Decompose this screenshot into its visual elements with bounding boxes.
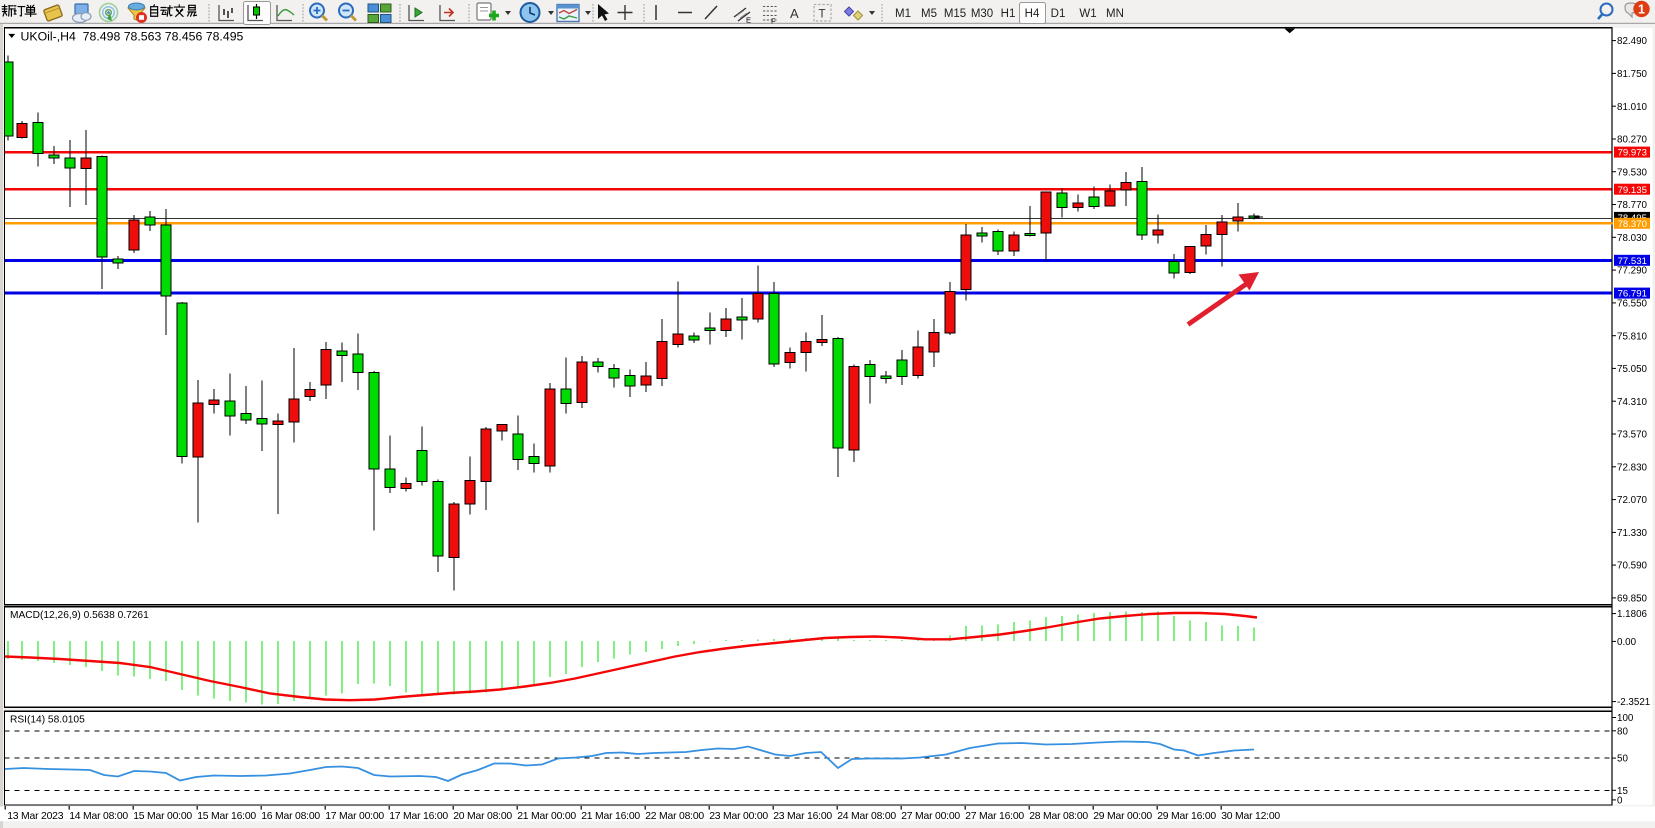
svg-text:A: A — [790, 6, 799, 21]
svg-text:78.770: 78.770 — [1617, 200, 1648, 211]
svg-text:75.050: 75.050 — [1617, 364, 1648, 375]
svg-text:1.1806: 1.1806 — [1617, 609, 1648, 620]
svg-text:14 Mar 08:00: 14 Mar 08:00 — [69, 811, 128, 822]
svg-text:23 Mar 16:00: 23 Mar 16:00 — [773, 811, 832, 822]
svg-text:28 Mar 08:00: 28 Mar 08:00 — [1029, 811, 1088, 822]
svg-text:RSI(14) 58.0105: RSI(14) 58.0105 — [10, 715, 85, 726]
svg-text:MN: MN — [1106, 8, 1124, 20]
svg-text:81.010: 81.010 — [1617, 102, 1648, 113]
svg-text:23 Mar 00:00: 23 Mar 00:00 — [709, 811, 768, 822]
svg-text:30 Mar 12:00: 30 Mar 12:00 — [1221, 811, 1280, 822]
svg-text:81.750: 81.750 — [1617, 69, 1648, 80]
svg-text:77.531: 77.531 — [1618, 256, 1647, 267]
svg-text:79.530: 79.530 — [1617, 167, 1648, 178]
svg-text:UKOil-,H4 78.498 78.563 78.45: UKOil-,H4 78.498 78.563 78.456 78.495 — [21, 29, 244, 43]
svg-text:100: 100 — [1617, 713, 1634, 724]
svg-text:76.791: 76.791 — [1618, 289, 1647, 300]
svg-text:71.330: 71.330 — [1617, 528, 1648, 539]
svg-text:1: 1 — [1638, 2, 1645, 16]
svg-text:-2.3521: -2.3521 — [1617, 697, 1650, 708]
svg-text:76.550: 76.550 — [1617, 299, 1648, 310]
svg-text:72.830: 72.830 — [1617, 462, 1648, 473]
svg-text:MACD(12,26,9) 0.5638 0.7261: MACD(12,26,9) 0.5638 0.7261 — [10, 610, 149, 621]
svg-text:82.490: 82.490 — [1617, 36, 1648, 47]
svg-text:74.310: 74.310 — [1617, 397, 1648, 408]
svg-text:70.590: 70.590 — [1617, 561, 1648, 572]
svg-text:M15: M15 — [944, 8, 966, 20]
svg-text:15: 15 — [1617, 786, 1628, 797]
svg-text:W1: W1 — [1079, 8, 1096, 20]
svg-text:H1: H1 — [1001, 8, 1016, 20]
svg-text:F: F — [771, 17, 776, 26]
svg-text:21 Mar 16:00: 21 Mar 16:00 — [581, 811, 640, 822]
svg-text:15 Mar 16:00: 15 Mar 16:00 — [197, 811, 256, 822]
svg-text:17 Mar 16:00: 17 Mar 16:00 — [389, 811, 448, 822]
svg-text:79.135: 79.135 — [1618, 185, 1647, 196]
svg-text:79.973: 79.973 — [1618, 148, 1647, 159]
svg-text:M5: M5 — [921, 8, 937, 20]
svg-text:H4: H4 — [1025, 8, 1040, 20]
svg-text:80.270: 80.270 — [1617, 135, 1648, 146]
svg-text:78.370: 78.370 — [1618, 219, 1647, 230]
svg-text:M1: M1 — [895, 8, 911, 20]
svg-text:0: 0 — [1617, 796, 1623, 807]
svg-text:73.570: 73.570 — [1617, 430, 1648, 441]
svg-text:72.070: 72.070 — [1617, 495, 1648, 506]
svg-text:E: E — [746, 16, 751, 25]
svg-text:16 Mar 08:00: 16 Mar 08:00 — [261, 811, 320, 822]
svg-text:20 Mar 08:00: 20 Mar 08:00 — [453, 811, 512, 822]
svg-text:13 Mar 2023: 13 Mar 2023 — [7, 811, 64, 822]
svg-text:22 Mar 08:00: 22 Mar 08:00 — [645, 811, 704, 822]
svg-text:29 Mar 00:00: 29 Mar 00:00 — [1093, 811, 1152, 822]
svg-text:29 Mar 16:00: 29 Mar 16:00 — [1157, 811, 1216, 822]
svg-text:27 Mar 00:00: 27 Mar 00:00 — [901, 811, 960, 822]
svg-text:50: 50 — [1617, 754, 1628, 765]
svg-text:24 Mar 08:00: 24 Mar 08:00 — [837, 811, 896, 822]
svg-text:69.850: 69.850 — [1617, 594, 1648, 605]
svg-text:17 Mar 00:00: 17 Mar 00:00 — [325, 811, 384, 822]
svg-text:77.290: 77.290 — [1617, 266, 1648, 277]
svg-text:D1: D1 — [1051, 8, 1066, 20]
svg-text:0.00: 0.00 — [1617, 637, 1637, 648]
svg-text:75.810: 75.810 — [1617, 331, 1648, 342]
svg-text:21 Mar 00:00: 21 Mar 00:00 — [517, 811, 576, 822]
svg-text:78.030: 78.030 — [1617, 233, 1648, 244]
svg-text:T: T — [819, 9, 826, 21]
svg-text:M30: M30 — [971, 8, 993, 20]
svg-text:80: 80 — [1617, 726, 1628, 737]
svg-text:27 Mar 16:00: 27 Mar 16:00 — [965, 811, 1024, 822]
svg-text:15 Mar 00:00: 15 Mar 00:00 — [133, 811, 192, 822]
